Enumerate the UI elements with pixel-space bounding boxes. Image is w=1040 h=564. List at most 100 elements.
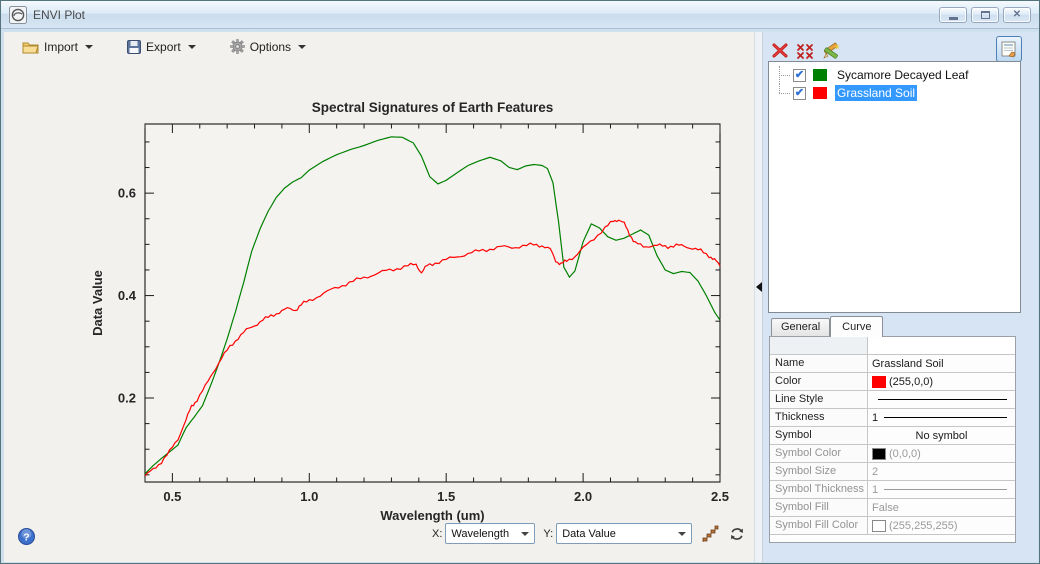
- tab-curve[interactable]: Curve: [830, 316, 884, 337]
- envi-logo-icon: [9, 5, 27, 24]
- x-tick-label: 2.0: [574, 489, 592, 504]
- x-axis-select[interactable]: Wavelength: [445, 523, 536, 544]
- title-bar[interactable]: ENVI Plot ✕: [1, 1, 1039, 29]
- tree-branch-lines: [769, 66, 793, 84]
- color-swatch: [872, 447, 886, 460]
- thickness-value-text: 1: [872, 483, 879, 496]
- curve-color-swatch: [813, 87, 827, 99]
- minimize-icon: [948, 17, 958, 20]
- property-row: Symbol Color (0,0,0): [770, 445, 1015, 463]
- help-button[interactable]: ?: [18, 528, 35, 550]
- property-value-text: False: [872, 501, 899, 514]
- chevron-down-icon: [298, 44, 307, 49]
- property-row: Symbol Fill False: [770, 499, 1015, 517]
- legend-item[interactable]: ✔ Sycamore Decayed Leaf: [769, 66, 1020, 84]
- property-label: Symbol Size: [770, 463, 868, 481]
- color-swatch: [872, 519, 886, 532]
- curve-visibility-checkbox[interactable]: ✔: [793, 86, 806, 100]
- maximize-button[interactable]: [971, 7, 999, 23]
- close-button[interactable]: ✕: [1003, 7, 1031, 23]
- plot-properties-button[interactable]: [996, 36, 1022, 62]
- help-icon: ?: [18, 528, 35, 545]
- color-value-text: (255,0,0): [889, 375, 934, 388]
- property-label: Symbol Thickness: [770, 481, 868, 499]
- edit-data-values-button[interactable]: [822, 42, 841, 60]
- property-row: Thickness 1: [770, 409, 1015, 427]
- property-value[interactable]: False: [868, 499, 1015, 517]
- x-tick-label: 1.5: [437, 489, 455, 504]
- color-value-text: (0,0,0): [889, 447, 921, 460]
- curve-manager-panel: ✔ Sycamore Decayed Leaf ✔ Grassland Soil Ge…: [763, 32, 1038, 562]
- property-value[interactable]: (255,255,255): [868, 517, 1015, 535]
- window-title: ENVI Plot: [33, 7, 86, 22]
- tree-branch-lines: [769, 84, 793, 102]
- x-axis-selected-value: Wavelength: [451, 527, 510, 540]
- property-value[interactable]: No symbol: [868, 427, 1015, 445]
- chevron-down-icon: [187, 44, 196, 49]
- property-row: Line Style: [770, 391, 1015, 409]
- export-label: Export: [146, 39, 181, 54]
- export-button[interactable]: Export: [123, 37, 200, 56]
- stairs-plot-button[interactable]: [701, 524, 719, 543]
- chevron-down-icon: [678, 531, 687, 536]
- property-value-text: Grassland Soil: [872, 357, 944, 370]
- folder-icon: [22, 42, 39, 53]
- options-button[interactable]: Options: [226, 37, 310, 56]
- main-toolbar: Import Export: [18, 37, 310, 56]
- edit-pencil-icon: [823, 42, 840, 59]
- y-axis-selected-value: Data Value: [562, 527, 616, 540]
- chevron-down-icon: [521, 531, 530, 536]
- curve-property-grid: Name Grassland Soil Color (255,0,0) Line Sty…: [769, 336, 1016, 543]
- property-label: Symbol Fill Color: [770, 517, 868, 535]
- curve-sycamore-decayed-leaf: [144, 136, 721, 475]
- curve-legend-list[interactable]: ✔ Sycamore Decayed Leaf ✔ Grassland Soil: [768, 61, 1021, 313]
- import-label: Import: [44, 39, 79, 54]
- delete-all-curves-button[interactable]: [796, 43, 815, 60]
- collapse-panel-arrow-icon[interactable]: [756, 282, 762, 292]
- property-label: Symbol Color: [770, 445, 868, 463]
- property-grid-header-spacer: [770, 337, 868, 355]
- tab-general[interactable]: General: [771, 318, 831, 336]
- color-swatch: [872, 375, 886, 388]
- line-style-preview: [884, 489, 1007, 490]
- legend-item[interactable]: ✔ Grassland Soil: [769, 84, 1020, 102]
- curve-visibility-checkbox[interactable]: ✔: [793, 68, 806, 82]
- color-value-text: (255,255,255): [889, 519, 958, 532]
- import-button[interactable]: Import: [18, 37, 97, 56]
- property-row: Symbol Thickness 1: [770, 481, 1015, 499]
- property-row: Name Grassland Soil: [770, 355, 1015, 373]
- refresh-button[interactable]: [728, 525, 746, 543]
- spectral-plot-canvas[interactable]: Spectral Signatures of Earth Features 0.5…: [4, 92, 756, 562]
- x-axis-title: Wavelength (um): [380, 508, 484, 523]
- property-row: Symbol Size 2: [770, 463, 1015, 481]
- property-value[interactable]: 2: [868, 463, 1015, 481]
- plot-area-panel: Import Export: [4, 32, 754, 562]
- panel-splitter[interactable]: [754, 32, 763, 562]
- properties-form-icon: [1001, 41, 1015, 57]
- property-label: Symbol: [770, 427, 868, 445]
- thickness-value-text: 1: [872, 411, 879, 424]
- property-value[interactable]: [868, 391, 1015, 409]
- y-axis-label: Y:: [543, 527, 554, 540]
- x-axis-label: X:: [432, 527, 443, 540]
- maximize-icon: [980, 11, 990, 19]
- property-value[interactable]: 1: [868, 481, 1015, 499]
- curve-grassland-soil: [144, 219, 721, 477]
- property-row: Symbol No symbol: [770, 427, 1015, 445]
- property-value[interactable]: 1: [868, 409, 1015, 427]
- property-grid-header-cell: [868, 337, 1015, 355]
- property-value[interactable]: (0,0,0): [868, 445, 1015, 463]
- y-tick-label: 0.6: [118, 186, 136, 201]
- property-value[interactable]: (255,0,0): [868, 373, 1015, 391]
- y-axis-select[interactable]: Data Value: [556, 523, 693, 544]
- curve-name-label[interactable]: Grassland Soil: [835, 85, 918, 101]
- property-tabs: General Curve: [771, 314, 884, 337]
- delete-curve-button[interactable]: [772, 43, 789, 59]
- property-value[interactable]: Grassland Soil: [868, 355, 1015, 373]
- refresh-icon: [731, 527, 744, 540]
- curve-name-label[interactable]: Sycamore Decayed Leaf: [837, 68, 969, 82]
- options-label: Options: [249, 39, 292, 54]
- minimize-button[interactable]: [939, 7, 967, 23]
- x-tick-label: 2.5: [711, 489, 729, 504]
- svg-text:?: ?: [23, 532, 29, 544]
